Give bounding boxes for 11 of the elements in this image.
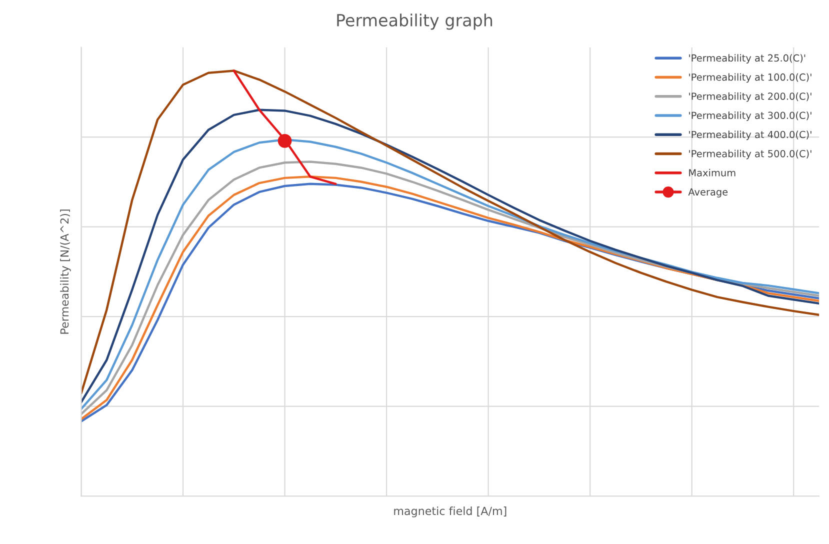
- legend-label: 'Permeability at 500.0(C)': [689, 150, 812, 160]
- legend-label: 'Permeability at 400.0(C)': [689, 130, 812, 140]
- legend-label: Maximum: [689, 168, 736, 176]
- legend-label: 'Permeability at 200.0(C)': [689, 92, 812, 102]
- chart-title: Permeability graph: [337, 14, 492, 30]
- y-axis-title: Permeability [N/(A^2)]: [60, 210, 71, 334]
- x-axis-title: magnetic field [A/m]: [394, 506, 506, 518]
- legend-label: 'Permeability at 25.0(C)': [689, 54, 806, 64]
- legend-label: 'Permeability at 100.0(C)': [689, 73, 812, 83]
- legend-label: 'Permeability at 300.0(C)': [689, 112, 812, 121]
- legend-label: Average: [688, 188, 728, 198]
